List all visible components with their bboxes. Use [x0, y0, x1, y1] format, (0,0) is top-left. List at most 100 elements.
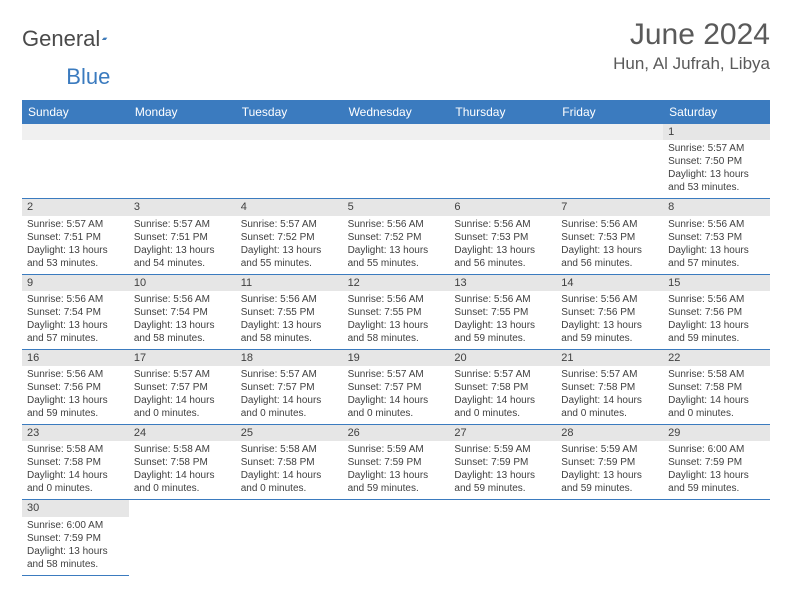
- day-number: 18: [236, 350, 343, 366]
- calendar-weekday-header: SundayMondayTuesdayWednesdayThursdayFrid…: [22, 100, 770, 124]
- weekday-saturday: Saturday: [663, 100, 770, 124]
- day-detail: Sunrise: 5:57 AM: [454, 368, 551, 381]
- day-detail: Sunset: 7:58 PM: [27, 456, 124, 469]
- day-detail: Sunset: 7:55 PM: [241, 306, 338, 319]
- day-number: 19: [343, 350, 450, 366]
- calendar-cell: 30Sunrise: 6:00 AMSunset: 7:59 PMDayligh…: [22, 500, 129, 575]
- day-detail: Daylight: 13 hours and 57 minutes.: [668, 244, 765, 270]
- calendar-cell: 13Sunrise: 5:56 AMSunset: 7:55 PMDayligh…: [449, 275, 556, 350]
- day-detail: Daylight: 13 hours and 54 minutes.: [134, 244, 231, 270]
- calendar-cell: 23Sunrise: 5:58 AMSunset: 7:58 PMDayligh…: [22, 425, 129, 500]
- day-detail: Daylight: 14 hours and 0 minutes.: [27, 469, 124, 495]
- calendar-cell: [343, 500, 450, 575]
- day-detail: Daylight: 13 hours and 59 minutes.: [348, 469, 445, 495]
- day-detail: Sunrise: 5:56 AM: [241, 293, 338, 306]
- day-number: 28: [556, 425, 663, 441]
- day-detail: Sunset: 7:58 PM: [241, 456, 338, 469]
- day-detail: Sunrise: 5:57 AM: [27, 218, 124, 231]
- day-number: 26: [343, 425, 450, 441]
- calendar-cell: [129, 124, 236, 199]
- calendar-body: 1Sunrise: 5:57 AMSunset: 7:50 PMDaylight…: [22, 124, 770, 576]
- day-detail: Sunset: 7:57 PM: [241, 381, 338, 394]
- day-number: 1: [663, 124, 770, 140]
- day-number: 21: [556, 350, 663, 366]
- day-number: 14: [556, 275, 663, 291]
- calendar-cell: [236, 124, 343, 199]
- weekday-thursday: Thursday: [449, 100, 556, 124]
- day-detail: Sunrise: 5:59 AM: [348, 443, 445, 456]
- calendar-cell: 3Sunrise: 5:57 AMSunset: 7:51 PMDaylight…: [129, 199, 236, 274]
- day-detail: Daylight: 13 hours and 58 minutes.: [348, 319, 445, 345]
- day-detail: Sunrise: 5:58 AM: [134, 443, 231, 456]
- day-number: 2: [22, 199, 129, 215]
- day-detail: Sunset: 7:50 PM: [668, 155, 765, 168]
- day-detail: Sunrise: 5:56 AM: [668, 293, 765, 306]
- day-detail: Daylight: 13 hours and 56 minutes.: [561, 244, 658, 270]
- month-title: June 2024: [613, 18, 770, 52]
- calendar-cell: [343, 124, 450, 199]
- day-detail: Sunset: 7:56 PM: [668, 306, 765, 319]
- calendar-cell: 17Sunrise: 5:57 AMSunset: 7:57 PMDayligh…: [129, 350, 236, 425]
- day-detail: Sunset: 7:59 PM: [561, 456, 658, 469]
- calendar-cell: 9Sunrise: 5:56 AMSunset: 7:54 PMDaylight…: [22, 275, 129, 350]
- day-number: 5: [343, 199, 450, 215]
- calendar-cell: [449, 124, 556, 199]
- day-number: 7: [556, 199, 663, 215]
- day-detail: Sunrise: 5:57 AM: [668, 142, 765, 155]
- day-detail: Sunset: 7:53 PM: [561, 231, 658, 244]
- calendar-cell: 26 Sunrise: 5:59 AMSunset: 7:59 PMDayligh…: [343, 425, 450, 500]
- day-detail: Daylight: 13 hours and 56 minutes.: [454, 244, 551, 270]
- day-detail: Daylight: 14 hours and 0 minutes.: [668, 394, 765, 420]
- day-detail: Daylight: 14 hours and 0 minutes.: [348, 394, 445, 420]
- day-detail: Sunrise: 5:59 AM: [454, 443, 551, 456]
- calendar-cell: 18Sunrise: 5:57 AMSunset: 7:57 PMDayligh…: [236, 350, 343, 425]
- day-detail: Sunset: 7:56 PM: [561, 306, 658, 319]
- calendar-cell: 27Sunrise: 5:59 AMSunset: 7:59 PMDayligh…: [449, 425, 556, 500]
- day-detail: Sunrise: 5:57 AM: [134, 218, 231, 231]
- day-detail: Daylight: 13 hours and 58 minutes.: [134, 319, 231, 345]
- day-detail: Sunrise: 5:57 AM: [241, 368, 338, 381]
- calendar-cell: 16Sunrise: 5:56 AMSunset: 7:56 PMDayligh…: [22, 350, 129, 425]
- day-number: 29: [663, 425, 770, 441]
- day-detail: Sunrise: 5:56 AM: [561, 218, 658, 231]
- day-detail: Daylight: 14 hours and 0 minutes.: [561, 394, 658, 420]
- calendar-cell: 11Sunrise: 5:56 AMSunset: 7:55 PMDayligh…: [236, 275, 343, 350]
- day-detail: Sunset: 7:52 PM: [241, 231, 338, 244]
- logo-text-b: Blue: [66, 64, 110, 90]
- day-detail: Sunset: 7:57 PM: [134, 381, 231, 394]
- weekday-wednesday: Wednesday: [343, 100, 450, 124]
- day-detail: Sunset: 7:57 PM: [348, 381, 445, 394]
- day-number: 20: [449, 350, 556, 366]
- day-number: 15: [663, 275, 770, 291]
- day-detail: Sunrise: 5:56 AM: [454, 218, 551, 231]
- calendar-cell: [556, 500, 663, 575]
- weekday-tuesday: Tuesday: [236, 100, 343, 124]
- calendar-cell: 1 Sunrise: 5:57 AMSunset: 7:50 PMDaylight…: [663, 124, 770, 199]
- day-number: 4: [236, 199, 343, 215]
- day-number: 16: [22, 350, 129, 366]
- day-detail: Daylight: 14 hours and 0 minutes.: [134, 469, 231, 495]
- weekday-sunday: Sunday: [22, 100, 129, 124]
- day-detail: Sunrise: 5:56 AM: [134, 293, 231, 306]
- day-detail: Daylight: 13 hours and 55 minutes.: [241, 244, 338, 270]
- calendar-cell: 6Sunrise: 5:56 AMSunset: 7:53 PMDaylight…: [449, 199, 556, 274]
- location-text: Hun, Al Jufrah, Libya: [613, 54, 770, 74]
- day-detail: Sunrise: 6:00 AM: [668, 443, 765, 456]
- calendar-cell: [556, 124, 663, 199]
- calendar-cell: [129, 500, 236, 575]
- day-detail: Sunrise: 5:57 AM: [134, 368, 231, 381]
- day-detail: Sunset: 7:56 PM: [27, 381, 124, 394]
- calendar-cell: 12Sunrise: 5:56 AMSunset: 7:55 PMDayligh…: [343, 275, 450, 350]
- calendar-cell: 22Sunrise: 5:58 AMSunset: 7:58 PMDayligh…: [663, 350, 770, 425]
- day-detail: Daylight: 13 hours and 53 minutes.: [668, 168, 765, 194]
- day-number: 27: [449, 425, 556, 441]
- day-detail: Sunrise: 5:56 AM: [348, 293, 445, 306]
- day-detail: Sunrise: 5:56 AM: [27, 293, 124, 306]
- calendar-cell: 29Sunrise: 6:00 AMSunset: 7:59 PMDayligh…: [663, 425, 770, 500]
- day-detail: Sunset: 7:59 PM: [348, 456, 445, 469]
- day-detail: Sunrise: 5:56 AM: [348, 218, 445, 231]
- day-detail: Daylight: 13 hours and 58 minutes.: [241, 319, 338, 345]
- day-detail: Daylight: 13 hours and 59 minutes.: [668, 469, 765, 495]
- day-detail: Sunrise: 5:57 AM: [348, 368, 445, 381]
- day-number: 12: [343, 275, 450, 291]
